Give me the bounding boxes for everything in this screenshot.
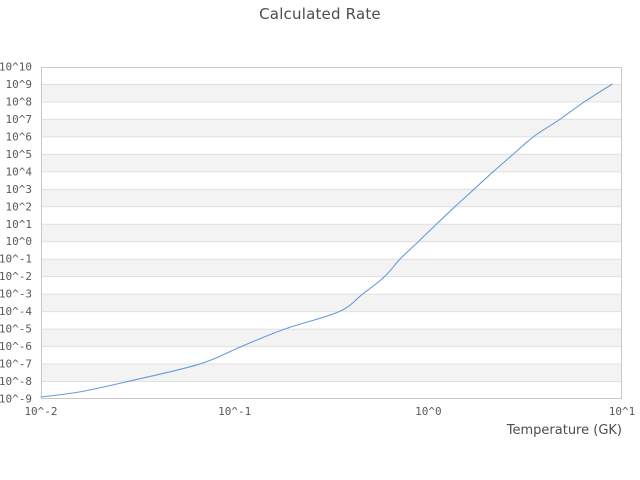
y-tick-label: 10^-7 <box>0 358 32 371</box>
decade-band <box>41 189 622 207</box>
y-tick-label: 10^-1 <box>0 253 32 266</box>
y-tick-label: 10^-3 <box>0 288 32 301</box>
x-tick-label: 10^-2 <box>24 405 57 418</box>
x-tick-label: 10^-1 <box>218 405 251 418</box>
x-tick-label: 10^0 <box>415 405 442 418</box>
y-tick-label: 10^-5 <box>0 323 32 336</box>
y-tick-label: 10^3 <box>6 183 33 196</box>
x-tick-label: 10^1 <box>609 405 636 418</box>
decade-band <box>41 364 622 382</box>
plot-border <box>41 67 622 399</box>
y-tick-label: 10^9 <box>6 78 33 91</box>
decade-band <box>41 119 622 137</box>
y-tick-label: 10^1 <box>6 218 33 231</box>
decade-band <box>41 84 622 102</box>
y-tick-label: 10^-9 <box>0 393 32 406</box>
y-tick-label: 10^0 <box>6 235 33 248</box>
y-tick-label: 10^10 <box>0 61 32 74</box>
y-tick-label: 10^-6 <box>0 340 32 353</box>
y-tick-label: 10^-4 <box>0 305 32 318</box>
y-tick-label: 10^2 <box>6 200 33 213</box>
decade-band <box>41 224 622 242</box>
y-tick-label: 10^-2 <box>0 270 32 283</box>
decade-band <box>41 259 622 277</box>
chart-title: Calculated Rate <box>259 5 381 23</box>
decade-band <box>41 329 622 347</box>
x-axis-title: Temperature (GK) <box>506 423 622 438</box>
y-tick-label: 10^-8 <box>0 375 32 388</box>
y-tick-label: 10^8 <box>6 95 33 108</box>
y-tick-label: 10^5 <box>6 148 33 161</box>
y-tick-label: 10^4 <box>6 165 33 178</box>
decade-band <box>41 294 622 312</box>
y-tick-label: 10^7 <box>6 113 33 126</box>
rate-curve <box>40 83 613 398</box>
decade-band <box>41 154 622 172</box>
y-tick-label: 10^6 <box>6 130 33 143</box>
